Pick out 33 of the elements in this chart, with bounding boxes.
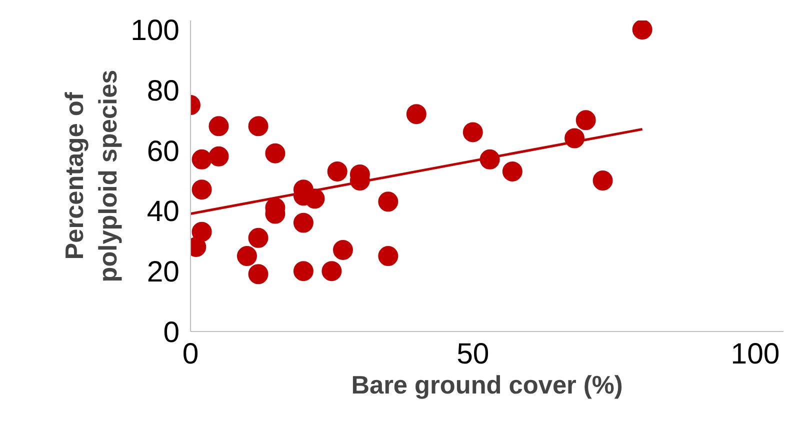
point: [248, 228, 268, 248]
point: [192, 180, 212, 200]
point: [378, 192, 398, 212]
point: [502, 161, 522, 182]
point: [293, 261, 314, 282]
x-tick-label: 100: [730, 338, 780, 370]
point: [248, 116, 268, 136]
y-tick-label: 80: [146, 74, 180, 108]
point: [248, 264, 268, 284]
y-tick-label: 40: [146, 195, 180, 228]
x-axis-title: Bare ground cover (%): [351, 372, 623, 400]
point: [462, 122, 483, 142]
point: [192, 149, 212, 170]
point: [322, 261, 342, 282]
point: [332, 240, 353, 260]
y-axis-title: Percentage of polyploid species: [60, 70, 123, 282]
point: [632, 20, 652, 40]
point: [208, 116, 229, 136]
point: [236, 246, 257, 266]
point: [208, 146, 229, 166]
point: [576, 110, 596, 130]
y-tick-label: 0: [163, 316, 180, 349]
y-tick-label: 60: [146, 134, 180, 168]
point: [192, 222, 212, 242]
point: [592, 170, 613, 191]
y-tick-label: 20: [146, 256, 180, 289]
point: [293, 212, 314, 233]
point: [265, 143, 286, 164]
y-tick-label: 100: [130, 14, 180, 48]
x-tick-label: 50: [456, 338, 490, 370]
point: [327, 161, 348, 182]
point: [406, 104, 426, 124]
point: [378, 246, 398, 266]
